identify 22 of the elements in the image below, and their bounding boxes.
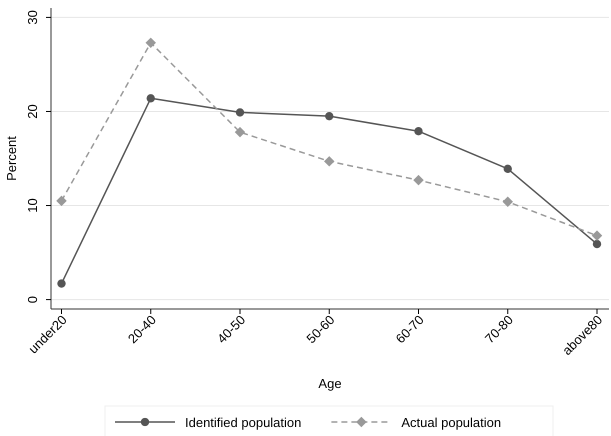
point bbox=[504, 164, 512, 174]
point bbox=[57, 279, 66, 288]
point bbox=[56, 196, 67, 206]
y-axis-title: Percent bbox=[4, 136, 19, 181]
point bbox=[502, 196, 513, 208]
y-tick-label: 10 bbox=[25, 198, 40, 213]
point bbox=[325, 112, 334, 120]
point bbox=[236, 108, 244, 117]
x-axis-title: Age bbox=[318, 376, 342, 391]
legend-label: Identified population bbox=[185, 415, 302, 430]
point bbox=[234, 126, 246, 138]
point bbox=[413, 174, 424, 186]
point bbox=[146, 38, 156, 48]
y-tick-label: 0 bbox=[25, 296, 40, 304]
point bbox=[592, 240, 602, 248]
legend-label: Actual population bbox=[401, 415, 502, 430]
point bbox=[414, 127, 423, 136]
point bbox=[324, 156, 334, 167]
y-tick-label: 30 bbox=[25, 10, 40, 25]
point bbox=[592, 230, 602, 241]
y-tick-label: 20 bbox=[25, 104, 40, 119]
point bbox=[146, 94, 155, 102]
